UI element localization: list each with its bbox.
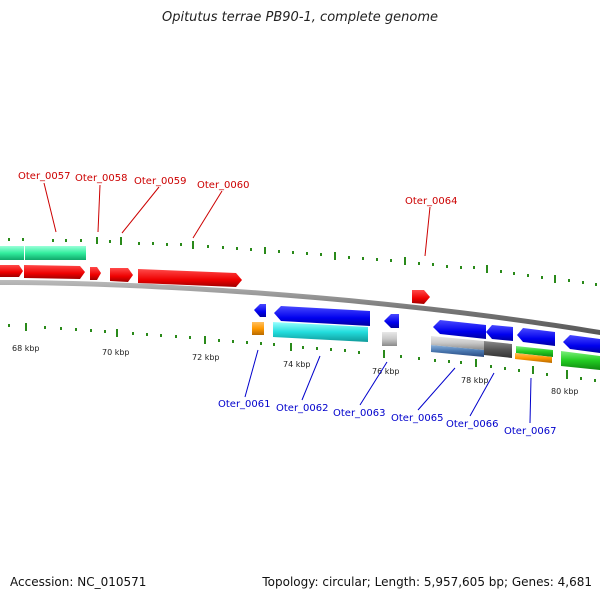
reverse-gene-labels: Oter_0061 Oter_0062 Oter_0063 Oter_0065 …: [218, 399, 557, 437]
gene-label[interactable]: Oter_0064: [405, 196, 458, 207]
gene-oter-0060[interactable]: [138, 269, 242, 287]
gene-dark-1[interactable]: [484, 341, 512, 358]
genome-backbone: [0, 280, 600, 335]
gene-orange-1[interactable]: [252, 322, 264, 335]
forward-strand-features: [0, 246, 430, 304]
gene-label[interactable]: Oter_0059: [134, 176, 187, 187]
gene-gray-2[interactable]: [431, 336, 484, 350]
gene-mint-1[interactable]: [0, 246, 24, 260]
forward-gene-labels: Oter_0057 Oter_0058 Oter_0059 Oter_0060 …: [18, 171, 458, 207]
gene-blue-last[interactable]: [563, 335, 600, 353]
gene-oter-0061[interactable]: [254, 304, 266, 317]
outer-tick-track: [8, 237, 597, 286]
gene-label[interactable]: Oter_0066: [446, 419, 499, 430]
reverse-strand-features: [252, 304, 600, 370]
map-title: Opitutus terrae PB90-1, complete genome: [161, 10, 439, 25]
gene-oter-0065[interactable]: [433, 320, 486, 339]
inner-tick-track: [8, 323, 596, 382]
gene-oter-0067[interactable]: [517, 328, 555, 346]
accession-text: Accession: NC_010571: [10, 575, 147, 589]
gene-label[interactable]: Oter_0061: [218, 399, 271, 410]
gene-oter-0057[interactable]: [0, 265, 23, 277]
kbp-label: 68 kbp: [12, 344, 40, 353]
gene-oter-0064[interactable]: [412, 290, 430, 304]
kbp-label: 70 kbp: [102, 348, 130, 357]
gene-label[interactable]: Oter_0062: [276, 403, 329, 414]
genome-summary-text: Topology: circular; Length: 5,957,605 bp…: [262, 575, 592, 589]
kbp-label: 74 kbp: [283, 360, 311, 369]
gene-oter-0058[interactable]: [24, 265, 85, 279]
gene-oter-0066[interactable]: [486, 325, 513, 341]
gene-orange-2[interactable]: [515, 353, 552, 363]
gene-label[interactable]: Oter_0060: [197, 180, 250, 191]
gene-label[interactable]: Oter_0067: [504, 426, 557, 437]
kbp-scale: 68 kbp 70 kbp 72 kbp 74 kbp 76 kbp 78 kb…: [12, 344, 579, 396]
gene-oter-0058b[interactable]: [90, 267, 101, 280]
gene-steel-1[interactable]: [431, 345, 484, 357]
kbp-label: 80 kbp: [551, 387, 579, 396]
gene-oter-0059[interactable]: [110, 268, 133, 282]
gene-label[interactable]: Oter_0057: [18, 171, 71, 182]
gene-mint-2[interactable]: [25, 246, 86, 260]
kbp-label: 76 kbp: [372, 367, 400, 376]
gene-oter-0062[interactable]: [274, 306, 370, 326]
gene-cyan-1[interactable]: [273, 322, 368, 342]
kbp-label: 78 kbp: [461, 376, 489, 385]
gene-green-1[interactable]: [516, 346, 553, 357]
gene-label[interactable]: Oter_0065: [391, 413, 444, 424]
reverse-gene-callouts: [244, 349, 532, 424]
forward-gene-callouts: [43, 182, 431, 257]
gene-label[interactable]: Oter_0063: [333, 408, 386, 419]
gene-oter-0063[interactable]: [384, 314, 399, 328]
kbp-label: 72 kbp: [192, 353, 220, 362]
gene-gray-1[interactable]: [382, 332, 397, 346]
gene-label[interactable]: Oter_0058: [75, 173, 128, 184]
gene-green-2[interactable]: [561, 351, 600, 370]
